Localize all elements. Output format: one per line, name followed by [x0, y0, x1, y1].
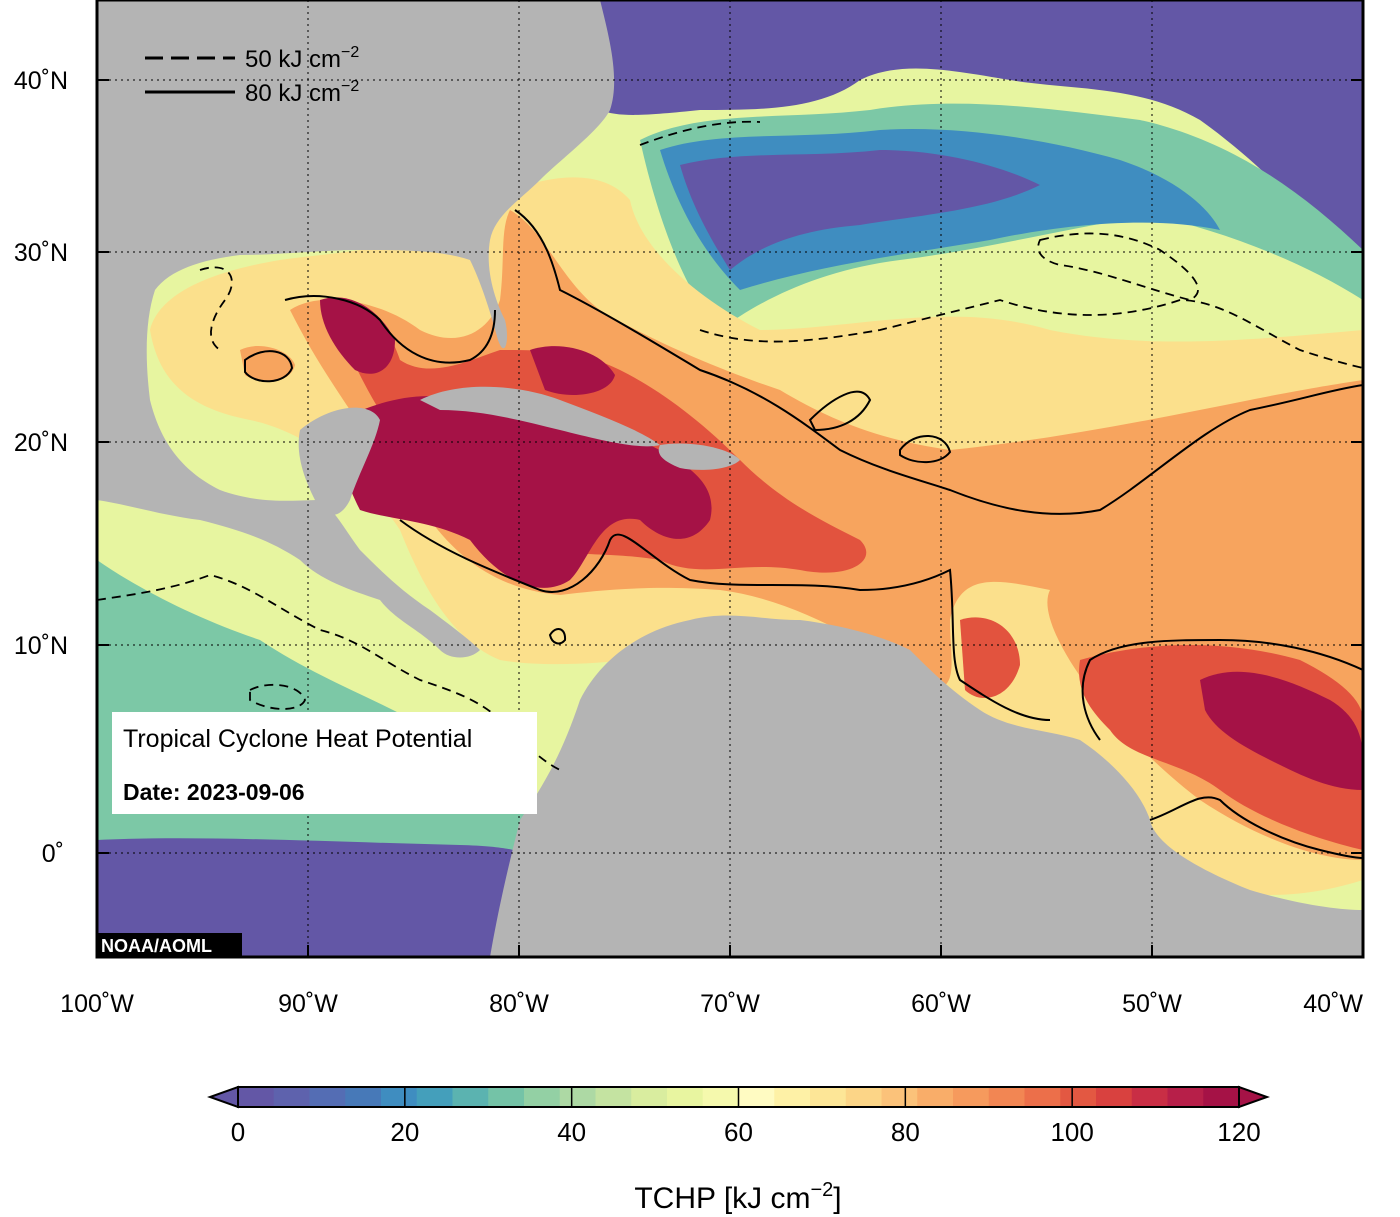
colorbar-cell	[595, 1087, 632, 1107]
colorbar-cell	[416, 1087, 454, 1107]
colorbar-cells	[238, 1087, 1240, 1107]
lon-label: 80˚W	[489, 990, 549, 1018]
contour-lines	[244, 209, 1363, 859]
atlantic-hot-patch-west	[960, 617, 1020, 698]
lon-label: 40˚W	[1303, 990, 1363, 1018]
colorbar-tick-label: 100	[1050, 1117, 1093, 1147]
lat-label: 0˚	[42, 840, 64, 868]
colorbar-cell	[631, 1087, 668, 1107]
contour-50-sargasso	[1037, 232, 1199, 301]
contour-legend: 50 kJ cm−2 80 kJ cm−2	[145, 44, 359, 107]
colorbar-cell	[774, 1087, 811, 1107]
colorbar: 0 20 40 60 80 100 120 TCHP [kJ cm−2]	[207, 1085, 1270, 1215]
contour-50-north	[639, 120, 1363, 369]
lon-label: 50˚W	[1122, 990, 1182, 1018]
colorbar-cell	[1167, 1087, 1204, 1107]
info-title: Tropical Cyclone Heat Potential	[123, 725, 472, 753]
colorbar-tick-label: 40	[557, 1117, 586, 1147]
cuba-land	[420, 386, 660, 447]
colorbar-tick-label: 60	[724, 1117, 753, 1147]
contour-80-main	[514, 209, 1363, 515]
lat-label: 40˚N	[14, 67, 68, 95]
lon-label: 100˚W	[60, 990, 134, 1018]
contour-80-gulf-loop	[284, 295, 496, 364]
colorbar-cell	[559, 1087, 597, 1107]
colorbar-cell	[1096, 1087, 1133, 1107]
colorbar-tick-label: 80	[891, 1117, 920, 1147]
yucatan-land	[298, 407, 380, 515]
colorbar-cell	[738, 1087, 775, 1107]
contour-80-caribbean-south	[399, 519, 1051, 721]
lon-label: 90˚W	[278, 990, 338, 1018]
colorbar-cell	[881, 1087, 918, 1107]
colorbar-cell	[1203, 1087, 1240, 1107]
colorbar-cell	[238, 1087, 275, 1107]
south-america-land	[490, 615, 1363, 957]
hispaniola-land	[658, 443, 740, 470]
contour-80-sargasso-loop	[808, 390, 872, 432]
contour-50-gulf	[199, 266, 233, 351]
colorbar-over-arrow	[1238, 1085, 1270, 1109]
colorbar-cell	[917, 1087, 954, 1107]
north-america-land	[97, 0, 615, 658]
contour-50-pacific-eddy	[249, 683, 306, 710]
colorbar-cell	[488, 1087, 525, 1107]
legend-dashed-label: 50 kJ cm−2	[245, 44, 359, 73]
lon-label: 60˚W	[911, 990, 971, 1018]
longitude-labels: 100˚W 90˚W 80˚W 70˚W 60˚W 50˚W 40˚W	[60, 990, 1363, 1018]
graticule	[97, 0, 1363, 957]
contour-80-equatorial	[1149, 796, 1363, 859]
colorbar-cell	[702, 1087, 740, 1107]
colorbar-cell	[667, 1087, 704, 1107]
colorbar-cell	[452, 1087, 489, 1107]
lat-label: 10˚N	[14, 632, 68, 660]
colorbar-tick-label: 0	[231, 1117, 245, 1147]
pacific-very-low	[97, 838, 520, 957]
colorbar-title: TCHP [kJ cm−2]	[634, 1179, 841, 1215]
info-date: Date: 2023-09-06	[123, 779, 305, 805]
contour-80-gulf-eddy	[244, 350, 294, 383]
contour-80-bay-small	[548, 628, 567, 645]
colorbar-cell	[1131, 1087, 1169, 1107]
colorbar-under-arrow	[207, 1085, 239, 1109]
colorbar-cell	[953, 1087, 990, 1107]
colorbar-ticks: 0 20 40 60 80 100 120	[231, 1087, 1261, 1147]
map-panel: 50 kJ cm−2 80 kJ cm−2 Tropical Cyclone H…	[97, 0, 1363, 957]
contour-80-atlantic-south	[1081, 638, 1363, 741]
bahamas-extreme-patch	[530, 346, 615, 395]
lon-label: 70˚W	[700, 990, 760, 1018]
land-masses	[97, 0, 1363, 957]
info-box: Tropical Cyclone Heat Potential Date: 20…	[112, 712, 537, 814]
cold-northern-water	[600, 0, 1363, 270]
colorbar-cell	[845, 1087, 883, 1107]
caribbean-extreme-core	[338, 396, 712, 588]
colorbar-cell	[988, 1087, 1026, 1107]
atlantic-extreme-core	[1200, 671, 1363, 790]
contour-80-east-eddy	[899, 435, 952, 464]
colorbar-cell	[309, 1087, 346, 1107]
sargasso-core	[680, 150, 1040, 270]
legend-solid-label: 80 kJ cm−2	[245, 78, 359, 107]
lat-label: 30˚N	[14, 239, 68, 267]
colorbar-tick-label: 20	[390, 1117, 419, 1147]
credit-background	[97, 933, 242, 957]
colorbar-tick-label: 120	[1217, 1117, 1260, 1147]
credit-label: NOAA/AOML	[101, 936, 212, 956]
colorbar-cell	[524, 1087, 561, 1107]
colorbar-cell	[810, 1087, 847, 1107]
colorbar-cell	[381, 1087, 418, 1107]
colorbar-cell	[1024, 1087, 1061, 1107]
latitude-labels: 40˚N 30˚N 20˚N 10˚N 0˚	[14, 67, 68, 868]
tick-marks	[97, 79, 1363, 957]
info-box-background	[112, 712, 537, 814]
colorbar-cell	[345, 1087, 382, 1107]
colorbar-cell	[273, 1087, 311, 1107]
colorbar-cell	[1060, 1087, 1097, 1107]
lat-label: 20˚N	[14, 429, 68, 457]
